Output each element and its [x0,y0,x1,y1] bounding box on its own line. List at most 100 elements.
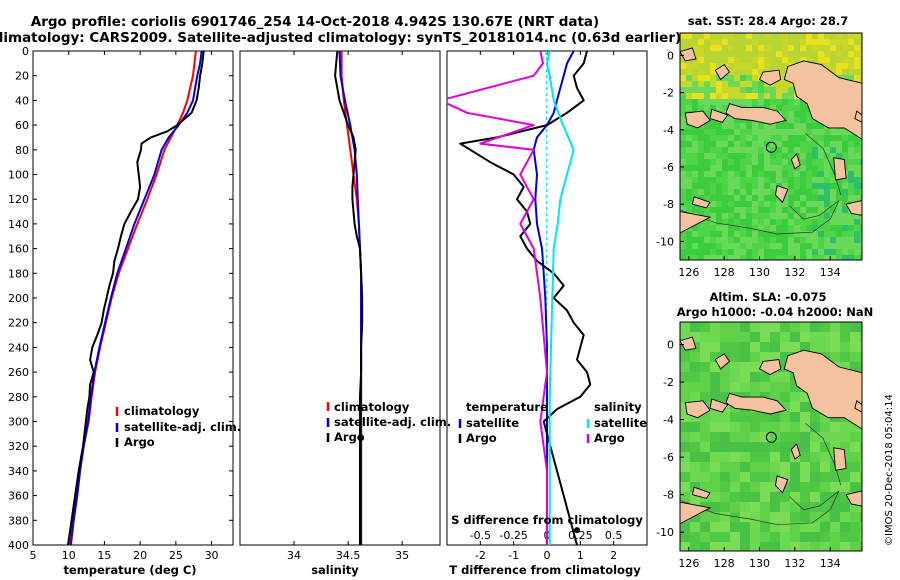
field-cell [824,213,830,219]
field-cell [830,159,836,165]
field-cell [800,177,806,183]
field-cell [758,237,764,243]
field-cell [842,219,848,225]
field-cell [800,201,806,207]
field-cell [728,87,734,93]
field-cell [746,159,752,165]
land-polygon [758,359,782,376]
sst-map-field [680,33,862,260]
field-cell [842,207,848,213]
field-cell [750,442,760,452]
field-cell [740,75,746,81]
field-cell [860,255,862,260]
field-cell [800,502,810,512]
field-cell [710,332,720,342]
field-cell [782,33,788,39]
field-cell [698,45,704,51]
field-cell [698,195,704,201]
field-cell [722,177,728,183]
field-cell [730,462,740,472]
field-cell [746,243,752,249]
legend-label-climatology: climatology [124,404,200,418]
legend-label-t-argo: Argo [466,431,497,445]
field-cell [680,165,686,171]
field-cell [830,219,836,225]
field-cell [730,372,740,382]
field-cell [860,219,862,225]
field-cell [850,352,860,362]
field-cell [770,57,776,63]
field-cell [820,452,830,462]
y-tick-label: 20 [15,70,29,83]
field-cell [842,231,848,237]
field-cell [824,153,830,159]
legend-label-climatology: climatology [334,400,410,414]
field-cell [698,33,704,39]
field-cell [820,492,830,502]
field-cell [698,165,704,171]
field-cell [740,117,746,123]
field-cell [728,93,734,99]
field-cell [710,147,716,153]
field-cell [764,189,770,195]
field-cell [686,141,692,147]
field-cell [740,452,750,462]
field-cell [692,255,698,260]
field-cell [734,99,740,105]
field-cell [842,51,848,57]
field-cell [794,219,800,225]
field-cell [746,69,752,75]
field-cell [830,342,840,352]
field-cell [716,195,722,201]
field-cell [782,177,788,183]
field-cell [680,472,690,482]
sla-map-field [680,322,862,551]
field-cell [854,171,860,177]
field-cell [782,195,788,201]
land-polygon [691,486,711,499]
field-cell [728,147,734,153]
field-cell [722,99,728,105]
field-cell [800,522,810,532]
field-cell [734,159,740,165]
field-cell [848,165,854,171]
field-cell [790,342,800,352]
y-tick-label: -2 [663,376,674,389]
field-cell [770,171,776,177]
field-cell [824,171,830,177]
difference-panel: -2 -1 0 1 2-0.5 -0.25 0 0.25 0.5 T difference fr… [446,50,648,577]
field-cell [758,159,764,165]
field-cell [710,225,716,231]
field-cell [740,159,746,165]
field-cell [716,57,722,63]
field-cell [854,63,860,69]
field-cell [840,322,850,332]
field-cell [740,99,746,105]
s-tick-label: -0.25 [499,529,527,542]
field-cell [758,45,764,51]
field-cell [860,159,862,165]
field-cell [830,322,840,332]
field-cell [686,69,692,75]
field-cell [794,105,800,111]
field-cell [800,213,806,219]
field-cell [818,255,824,260]
field-cell [782,165,788,171]
field-cell [720,412,730,422]
field-cell [734,129,740,135]
field-cell [728,189,734,195]
field-cell [746,165,752,171]
field-cell [698,153,704,159]
field-cell [740,472,750,482]
field-cell [812,225,818,231]
field-cell [704,243,710,249]
field-cell [800,442,810,452]
field-cell [770,462,780,472]
field-cell [812,189,818,195]
field-cell [812,249,818,255]
field-cell [722,75,728,81]
field-cell [734,93,740,99]
field-cell [690,362,700,372]
field-cell [692,177,698,183]
field-cell [680,412,690,422]
